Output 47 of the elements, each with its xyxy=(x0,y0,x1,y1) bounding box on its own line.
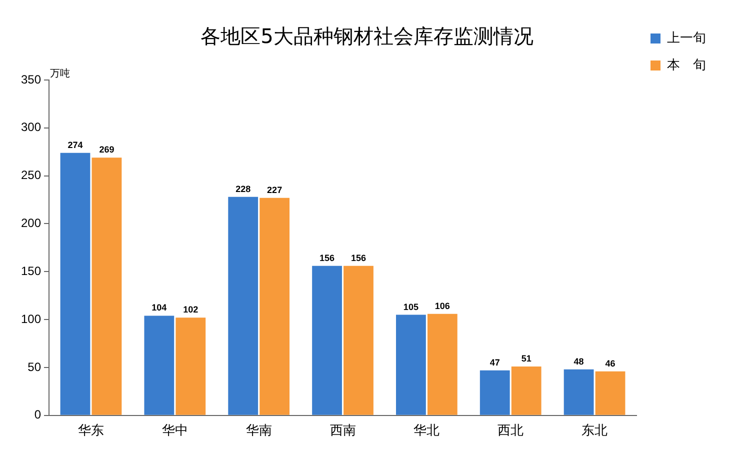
y-tick-label: 150 xyxy=(20,264,42,278)
data-label: 228 xyxy=(236,184,251,194)
data-label: 106 xyxy=(434,300,450,311)
data-label: 156 xyxy=(350,252,366,263)
data-label: 269 xyxy=(99,144,114,155)
bar xyxy=(511,366,542,415)
data-label: 102 xyxy=(183,304,198,315)
x-tick-label: 西北 xyxy=(498,424,524,439)
x-tick-label: 华南 xyxy=(246,424,272,439)
x-tick-label: 华北 xyxy=(414,424,440,439)
bar xyxy=(144,316,174,415)
y-tick-label: 100 xyxy=(20,312,42,326)
data-label: 47 xyxy=(490,357,500,368)
bar xyxy=(396,314,426,415)
bar xyxy=(260,198,290,415)
y-axis-title: 万吨 xyxy=(50,68,70,80)
bar xyxy=(564,369,594,415)
bar xyxy=(176,318,206,415)
data-label: 227 xyxy=(267,184,282,195)
data-label: 48 xyxy=(574,356,584,366)
y-tick-label: 300 xyxy=(20,120,42,134)
bar xyxy=(92,158,122,415)
y-tick-label: 250 xyxy=(20,168,42,182)
data-label: 46 xyxy=(605,358,616,368)
bar xyxy=(480,370,510,415)
bar xyxy=(595,371,626,415)
legend-label: 本 旬 xyxy=(667,58,706,73)
y-tick-label: 0 xyxy=(34,408,42,422)
bar xyxy=(60,152,90,415)
data-label: 156 xyxy=(320,252,335,263)
data-label: 105 xyxy=(403,302,418,312)
y-tick-label: 200 xyxy=(20,216,42,230)
chart-title: 各地区5大品种钢材社会库存监测情况 xyxy=(200,24,534,48)
data-label: 274 xyxy=(68,140,83,150)
y-tick-label: 50 xyxy=(28,360,42,374)
x-tick-label: 东北 xyxy=(582,424,608,439)
x-tick-label: 西南 xyxy=(330,424,356,439)
x-tick-label: 华东 xyxy=(78,424,104,439)
bar xyxy=(312,266,342,415)
bar xyxy=(228,196,258,415)
bar xyxy=(427,314,458,415)
data-label: 51 xyxy=(521,354,532,364)
bar xyxy=(344,266,374,415)
legend-label: 上一旬 xyxy=(667,30,706,46)
data-label: 104 xyxy=(152,302,167,313)
x-tick-label: 华中 xyxy=(162,424,188,439)
y-tick-label: 350 xyxy=(20,72,42,86)
